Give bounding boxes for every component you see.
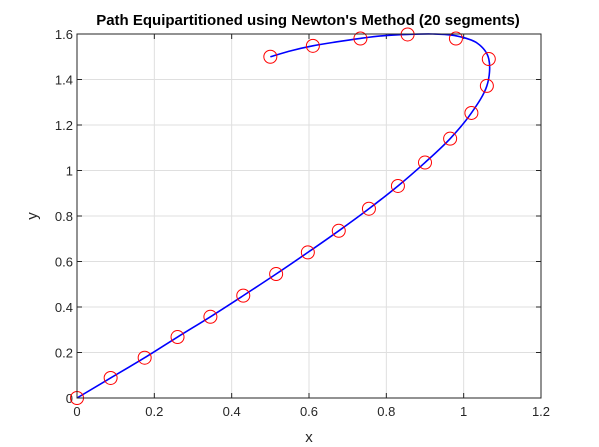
circle-marker <box>418 155 432 170</box>
x-tick-label: 0.2 <box>145 404 163 419</box>
y-tick-label: 0.8 <box>55 209 73 224</box>
circle-marker <box>137 350 152 365</box>
circle-marker <box>263 49 278 64</box>
y-tick-label: 0.6 <box>55 255 73 270</box>
circle-marker <box>331 223 346 238</box>
circle-marker <box>203 309 218 324</box>
circle-marker <box>448 31 463 46</box>
circle-marker <box>479 78 494 93</box>
circle-marker <box>269 267 284 282</box>
y-tick-label: 1.6 <box>55 27 73 42</box>
x-tick-label: 1 <box>460 404 467 419</box>
circle-marker <box>361 201 376 216</box>
circle-marker <box>353 31 368 46</box>
x-tick-label: 0.6 <box>300 404 318 419</box>
y-tick-label: 1.2 <box>55 118 73 133</box>
y-axis-label: y <box>24 212 41 220</box>
y-ticks: 0 0.2 0.4 0.6 0.8 1 1.2 1.4 1.6 <box>55 27 541 406</box>
circle-marker <box>390 178 405 193</box>
circle-marker <box>170 330 185 345</box>
chart-title: Path Equipartitioned using Newton's Meth… <box>96 12 520 29</box>
x-tick-label: 0.8 <box>377 404 395 419</box>
x-tick-label: 0 <box>73 404 80 419</box>
y-tick-label: 1 <box>66 164 73 179</box>
circle-marker <box>443 131 458 146</box>
y-tick-label: 0.2 <box>55 346 73 361</box>
y-tick-label: 0 <box>66 391 73 406</box>
path-line <box>76 33 491 399</box>
y-tick-label: 0.4 <box>55 300 73 315</box>
axes-box <box>76 33 542 399</box>
circle-marker <box>481 52 496 67</box>
x-axis-label: x <box>305 429 313 446</box>
circle-marker <box>300 245 315 260</box>
y-tick-label: 1.4 <box>55 73 73 88</box>
x-tick-label: 1.2 <box>532 404 550 419</box>
x-tick-label: 0.4 <box>223 404 241 419</box>
circle-marker <box>464 105 479 120</box>
circle-marker <box>236 288 251 303</box>
circle-marker <box>305 38 320 53</box>
circle-marker <box>103 370 118 385</box>
